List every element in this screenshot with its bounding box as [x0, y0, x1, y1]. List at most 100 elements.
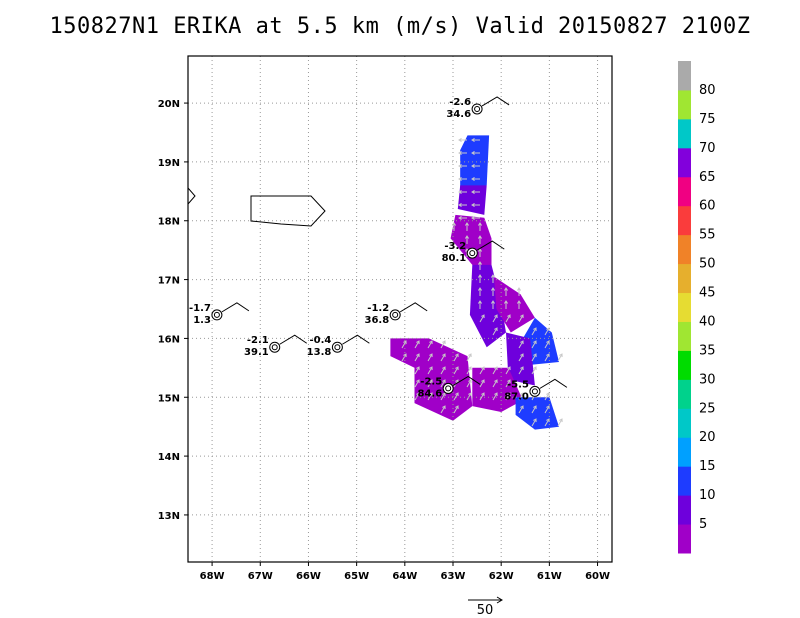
colorbar-swatch-6	[678, 379, 691, 409]
wind-arrow-78	[453, 392, 459, 401]
wind-arrow-83	[518, 392, 524, 401]
wind-arrow-58	[427, 366, 433, 375]
wind-arrow-27	[503, 287, 509, 296]
wind-arrow-41	[414, 340, 420, 349]
wind-arrow-36	[518, 314, 524, 323]
colorbar-swatch-17	[678, 61, 691, 91]
colorbar-swatch-15	[678, 118, 691, 149]
wind-arrow-45	[531, 340, 537, 349]
wind-arrow-69	[440, 379, 446, 388]
colorbar-swatch-9	[678, 292, 691, 322]
wind-arrow-81	[492, 392, 498, 401]
storm-circle-inner	[469, 250, 476, 257]
storm-bottom-value: 13.8	[307, 347, 332, 358]
wind-arrow-47	[401, 353, 407, 362]
storm-circle-inner	[445, 385, 452, 392]
colorbar-label-60: 60	[699, 199, 716, 214]
chart-title: 150827N1 ERIKA at 5.5 km (m/s) Valid 201…	[49, 14, 751, 39]
wind-arrow-38	[531, 327, 537, 336]
colorbar-label-65: 65	[699, 170, 716, 185]
wind-arrow-25	[477, 287, 483, 296]
wind-arrow-10	[471, 189, 480, 195]
storm-bottom-value: 39.1	[244, 347, 269, 358]
storm-barb	[342, 334, 370, 345]
storm-circle-inner	[474, 105, 481, 112]
wind-arrow-4	[471, 150, 480, 156]
wind-arrow-7	[458, 176, 467, 182]
wind-arrow-33	[479, 314, 485, 323]
storm-top-value: -0.4	[309, 335, 331, 346]
storm-top-value: -1.2	[367, 303, 389, 314]
reference-vector: 50	[468, 596, 503, 618]
colorbar-swatch-2	[678, 495, 691, 525]
wind-arrow-52	[466, 353, 472, 362]
colorbar-swatch-16	[678, 89, 691, 120]
storm-circle-inner	[271, 344, 278, 351]
storm-top-value: -2.1	[247, 335, 269, 346]
wind-arrow-91	[531, 418, 537, 427]
colorbar-label-75: 75	[699, 112, 716, 127]
colorbar-swatch-14	[678, 147, 691, 178]
wind-arrow-64	[505, 366, 511, 375]
storm-circle-outer	[211, 309, 223, 321]
x-tick-label-61W: 61W	[537, 571, 562, 582]
colorbar-swatch-8	[678, 321, 691, 351]
wind-arrow-61	[466, 366, 472, 375]
storm-circle-inner	[334, 344, 341, 351]
wind-arrow-16	[464, 222, 470, 231]
wind-arrow-89	[531, 405, 537, 414]
colorbar-label-15: 15	[699, 459, 716, 474]
y-tick-label-19N: 19N	[158, 158, 180, 169]
wind-arrow-24	[490, 274, 496, 283]
wind-arrow-23	[477, 274, 483, 283]
wind-arrow-57	[414, 366, 420, 375]
storm-bottom-value: 80.1	[442, 253, 467, 264]
wind-arrow-46	[544, 340, 550, 349]
colorbar-label-55: 55	[699, 228, 716, 243]
storm-barb	[477, 240, 505, 251]
x-tick-label-65W: 65W	[344, 571, 369, 582]
wind-arrow-12	[471, 202, 480, 208]
storm-bottom-value: 87.0	[504, 391, 529, 402]
wind-arrow-77	[440, 392, 446, 401]
storm-barb	[539, 378, 568, 389]
colorbar-swatch-13	[678, 176, 691, 207]
wind-arrow-66	[531, 366, 537, 375]
storm-marker-6: -0.413.8	[307, 334, 370, 358]
storm-circle-outer	[269, 341, 281, 353]
storm-circle-outer	[466, 247, 478, 259]
wind-arrow-8	[471, 176, 480, 182]
x-tick-label-60W: 60W	[585, 571, 610, 582]
colorbar-swatch-10	[678, 263, 691, 294]
colorbar-swatch-12	[678, 205, 691, 236]
wind-arrow-17	[477, 222, 483, 231]
reference-vector-label: 50	[477, 603, 494, 618]
wind-arrow-92	[544, 418, 550, 427]
wind-arrow-74	[505, 379, 511, 388]
wind-arrow-34	[492, 314, 498, 323]
wind-arrow-18	[464, 235, 470, 244]
wind-arrow-44	[518, 340, 524, 349]
y-tick-label-15N: 15N	[158, 393, 180, 404]
wind-arrow-42	[427, 340, 433, 349]
wind-arrow-54	[531, 353, 537, 362]
wind-arrow-86	[440, 405, 446, 414]
colorbar-label-10: 10	[699, 488, 716, 503]
colorbar-label-50: 50	[699, 257, 716, 272]
colorbar-swatch-5	[678, 408, 691, 438]
wind-region-8	[472, 367, 523, 412]
wind-arrow-29	[477, 300, 483, 309]
colorbar-label-70: 70	[699, 141, 716, 156]
wind-arrow-75	[414, 392, 420, 401]
wind-arrow-73	[492, 379, 498, 388]
storm-marker-2: -3.280.1	[442, 240, 505, 264]
colorbar-label-80: 80	[699, 83, 716, 98]
colorbar-swatch-7	[678, 350, 691, 380]
wind-arrow-2	[471, 137, 480, 143]
storm-bottom-value: 1.3	[193, 315, 211, 326]
wind-arrow-43	[440, 340, 446, 349]
wind-arrow-72	[479, 379, 485, 388]
wind-arrow-32	[516, 300, 522, 309]
storm-marker-4: -1.236.8	[364, 302, 428, 326]
